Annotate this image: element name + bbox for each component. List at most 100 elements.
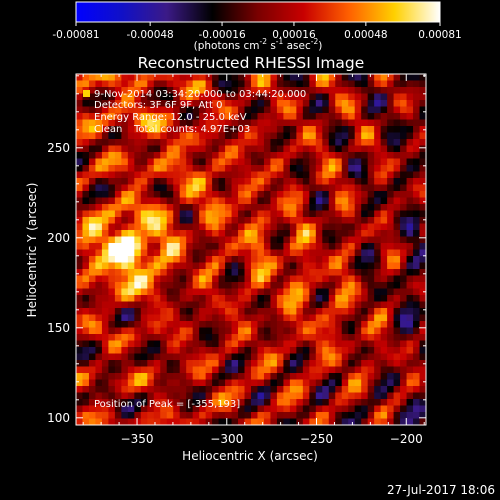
- heatmap-pixel: [380, 74, 388, 82]
- heatmap-pixel: [419, 210, 426, 218]
- heatmap-pixel: [276, 353, 285, 361]
- heatmap-pixel: [134, 373, 142, 381]
- heatmap-pixel: [270, 340, 278, 348]
- heatmap-pixel: [361, 269, 369, 277]
- heatmap-pixel: [315, 288, 323, 296]
- heatmap-pixel: [147, 386, 155, 394]
- heatmap-pixel: [212, 360, 220, 368]
- heatmap-pixel: [108, 230, 116, 238]
- heatmap-pixel: [419, 158, 426, 166]
- heatmap-pixel: [289, 282, 297, 290]
- heatmap-pixel: [218, 334, 226, 342]
- heatmap-pixel: [400, 373, 408, 381]
- heatmap-pixel: [251, 145, 259, 153]
- heatmap-pixel: [309, 340, 317, 348]
- heatmap-pixel: [413, 386, 421, 394]
- heatmap-pixel: [225, 347, 233, 355]
- heatmap-pixel: [108, 295, 116, 303]
- heatmap-pixel: [296, 288, 304, 296]
- heatmap-pixel: [231, 106, 239, 114]
- heatmap-pixel: [114, 93, 122, 101]
- heatmap-pixel: [192, 262, 200, 270]
- heatmap-pixel: [296, 197, 304, 205]
- heatmap-pixel: [199, 405, 207, 413]
- heatmap-pixel: [225, 249, 233, 257]
- heatmap-pixel: [361, 113, 369, 121]
- heatmap-pixel: [244, 360, 252, 368]
- heatmap-pixel: [380, 262, 388, 270]
- heatmap-pixel: [88, 171, 97, 179]
- heatmap-pixel: [101, 171, 110, 179]
- heatmap-pixel: [387, 119, 395, 127]
- heatmap-pixel: [354, 282, 362, 290]
- heatmap-pixel: [406, 314, 414, 322]
- heatmap-pixel: [160, 80, 168, 88]
- heatmap-pixel: [413, 171, 421, 179]
- heatmap-pixel: [406, 412, 414, 420]
- heatmap-pixel: [315, 295, 323, 303]
- heatmap-pixel: [192, 288, 200, 296]
- heatmap-pixel: [374, 165, 382, 173]
- heatmap-pixel: [82, 132, 90, 140]
- heatmap-pixel: [348, 262, 356, 270]
- heatmap-pixel: [419, 308, 426, 316]
- heatmap-pixel: [173, 405, 181, 413]
- heatmap-pixel: [153, 184, 161, 192]
- y-tick-label: 100: [47, 411, 70, 425]
- heatmap-pixel: [88, 178, 97, 186]
- heatmap-pixel: [218, 288, 226, 296]
- heatmap-pixel: [134, 314, 142, 322]
- heatmap-pixel: [212, 152, 220, 160]
- heatmap-pixel: [88, 405, 97, 413]
- heatmap-pixel: [413, 165, 421, 173]
- heatmap-pixel: [361, 340, 369, 348]
- heatmap-pixel: [244, 347, 252, 355]
- heatmap-pixel: [218, 399, 226, 407]
- heatmap-pixel: [147, 184, 155, 192]
- heatmap-pixel: [283, 178, 291, 186]
- heatmap-pixel: [380, 217, 388, 225]
- heatmap-pixel: [406, 165, 414, 173]
- heatmap-pixel: [173, 74, 181, 82]
- heatmap-pixel: [76, 171, 84, 179]
- heatmap-pixel: [302, 197, 310, 205]
- heatmap-pixel: [335, 243, 343, 251]
- heatmap-pixel: [231, 269, 239, 277]
- heatmap-pixel: [341, 275, 349, 283]
- heatmap-pixel: [88, 93, 97, 101]
- heatmap-pixel: [257, 360, 265, 368]
- heatmap-pixel: [251, 93, 259, 101]
- heatmap-pixel: [361, 288, 369, 296]
- heatmap-pixel: [205, 314, 213, 322]
- heatmap-pixel: [199, 210, 207, 218]
- heatmap-pixel: [218, 93, 226, 101]
- heatmap-pixel: [101, 119, 110, 127]
- heatmap-pixel: [76, 321, 84, 329]
- heatmap-pixel: [101, 113, 110, 121]
- heatmap-pixel: [82, 269, 90, 277]
- heatmap-pixel: [367, 412, 375, 420]
- heatmap-pixel: [309, 191, 317, 199]
- heatmap-pixel: [231, 327, 239, 335]
- heatmap-pixel: [302, 275, 310, 283]
- heatmap-pixel: [231, 80, 239, 88]
- heatmap-pixel: [322, 399, 330, 407]
- heatmap-pixel: [283, 288, 291, 296]
- heatmap-pixel: [257, 275, 265, 283]
- heatmap-pixel: [134, 321, 142, 329]
- heatmap-pixel: [147, 93, 155, 101]
- heatmap-pixel: [147, 275, 155, 283]
- heatmap-pixel: [276, 230, 285, 238]
- heatmap-pixel: [140, 145, 148, 153]
- heatmap-pixel: [400, 412, 408, 420]
- heatmap-pixel: [179, 126, 187, 134]
- heatmap-pixel: [166, 152, 174, 160]
- heatmap-pixel: [101, 282, 110, 290]
- heatmap-pixel: [387, 243, 395, 251]
- heatmap-pixel: [361, 327, 369, 335]
- heatmap-pixel: [101, 87, 110, 95]
- heatmap-pixel: [276, 178, 285, 186]
- heatmap-pixel: [361, 353, 369, 361]
- heatmap-pixel: [82, 262, 90, 270]
- heatmap-pixel: [186, 308, 194, 316]
